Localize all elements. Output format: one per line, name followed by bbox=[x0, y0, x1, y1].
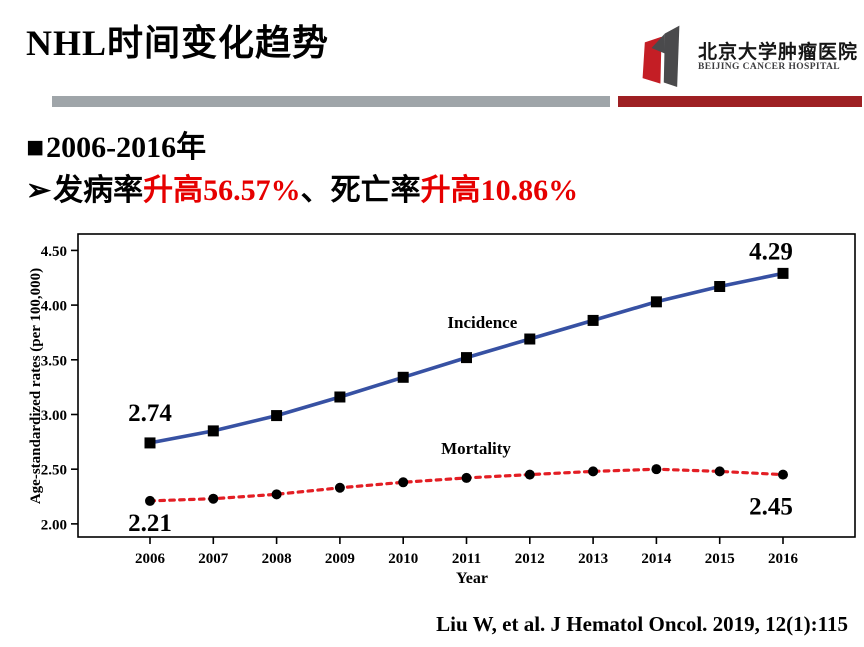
bullet2-segment: 升高56.57% bbox=[143, 174, 301, 207]
y-axis-title: Age-standardized rates (per 100,000) bbox=[28, 268, 44, 504]
bullet-period: ■2006-2016年 bbox=[26, 122, 206, 166]
y-tick-label: 3.50 bbox=[41, 353, 67, 369]
bullet2-segment: 升高10.86% bbox=[420, 174, 579, 207]
incidence-marker bbox=[397, 371, 409, 383]
value-label: 2.74 bbox=[128, 400, 172, 427]
page-title: NHL时间变化趋势 bbox=[26, 23, 330, 63]
x-tick-label: 2014 bbox=[641, 551, 672, 567]
mortality-marker bbox=[714, 466, 725, 477]
plot-frame bbox=[77, 233, 856, 538]
x-tick-label: 2006 bbox=[135, 551, 166, 567]
incidence-marker bbox=[334, 391, 346, 403]
incidence-marker bbox=[524, 333, 536, 345]
x-tick-label: 2012 bbox=[515, 551, 545, 567]
hospital-logo: 北京大学肿瘤医院 BEIJING CANCER HOSPITAL bbox=[637, 24, 858, 92]
hospital-name-cn: 北京大学肿瘤医院 bbox=[697, 42, 858, 64]
header-divider-gray bbox=[52, 96, 610, 107]
y-tick-label: 4.50 bbox=[41, 244, 67, 260]
mortality-marker bbox=[588, 466, 599, 477]
x-tick-label: 2010 bbox=[388, 551, 418, 567]
x-tick-label: 2013 bbox=[578, 551, 608, 567]
y-tick-label: 4.00 bbox=[41, 299, 67, 315]
square-bullet-icon: ■ bbox=[26, 131, 45, 164]
bullet2-segment: 死亡率 bbox=[330, 174, 421, 207]
mortality-marker bbox=[334, 482, 345, 493]
x-tick-label: 2009 bbox=[325, 551, 355, 567]
chart-svg: 2.00 2.50 3.00 3.50 4.00 4.50 2006 2007 2008 2009… bbox=[28, 233, 856, 587]
mortality-marker bbox=[398, 477, 409, 488]
trend-chart: 2.00 2.50 3.00 3.50 4.00 4.50 2006 2007 2008 2009… bbox=[28, 230, 858, 598]
incidence-marker bbox=[777, 267, 789, 279]
bullet2-text: 发病率升高56.57%、死亡率升高10.86% bbox=[53, 174, 578, 207]
x-tick-label: 2007 bbox=[198, 551, 229, 567]
incidence-marker bbox=[271, 410, 283, 422]
header-divider-red bbox=[618, 96, 862, 107]
incidence-marker bbox=[587, 314, 599, 326]
hospital-logo-icon bbox=[642, 25, 680, 87]
mortality-marker bbox=[461, 472, 472, 483]
value-label: 2.21 bbox=[128, 510, 172, 537]
bullet-rates: ➢发病率升高56.57%、死亡率升高10.86% bbox=[26, 165, 578, 209]
x-tick-label: 2011 bbox=[452, 551, 481, 567]
incidence-marker bbox=[144, 437, 156, 449]
bullet-period-text: 2006-2016年 bbox=[46, 131, 207, 164]
incidence-marker bbox=[207, 425, 219, 437]
value-label: 2.45 bbox=[749, 494, 793, 521]
x-tick-label: 2016 bbox=[768, 551, 799, 567]
x-axis-title: Year bbox=[456, 570, 488, 587]
mortality-marker bbox=[271, 489, 282, 500]
x-tick-label: 2015 bbox=[705, 551, 735, 567]
mortality-marker bbox=[208, 493, 219, 504]
x-tick-label: 2008 bbox=[262, 551, 292, 567]
incidence-marker bbox=[461, 352, 472, 364]
mortality-series-label: Mortality bbox=[441, 439, 511, 458]
incidence-series-label: Incidence bbox=[447, 313, 517, 332]
incidence-marker bbox=[714, 281, 726, 293]
bullet2-segment: 、 bbox=[300, 174, 331, 207]
y-tick-label: 2.50 bbox=[41, 463, 67, 479]
y-tick-label: 2.00 bbox=[41, 517, 67, 533]
mortality-marker bbox=[778, 469, 788, 480]
hospital-logo-text: 北京大学肿瘤医院 BEIJING CANCER HOSPITAL bbox=[698, 43, 858, 73]
citation: Liu W, et al. J Hematol Oncol. 2019, 12(… bbox=[436, 612, 848, 636]
hospital-name-en: BEIJING CANCER HOSPITAL bbox=[697, 61, 841, 72]
y-tick-label: 3.00 bbox=[41, 408, 67, 424]
incidence-marker bbox=[650, 296, 662, 308]
mortality-marker bbox=[651, 464, 662, 475]
arrow-bullet-icon: ➢ bbox=[26, 174, 52, 207]
mortality-marker bbox=[145, 495, 155, 506]
mortality-marker bbox=[524, 469, 535, 480]
bullet2-segment: 发病率 bbox=[53, 174, 144, 207]
value-label: 4.29 bbox=[749, 238, 793, 265]
